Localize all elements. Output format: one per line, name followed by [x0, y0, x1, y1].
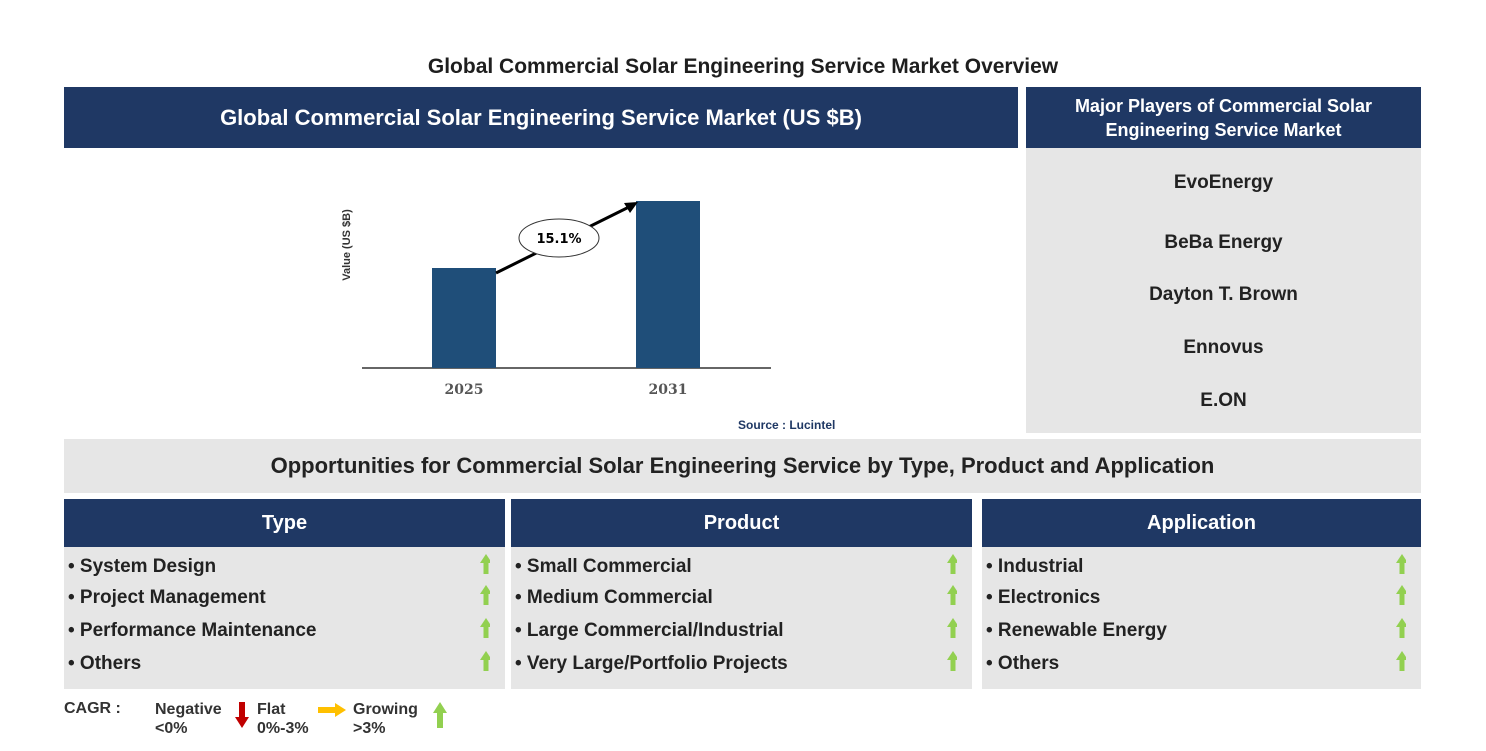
arrow-down-red-icon: [235, 702, 249, 728]
source-label: Source : Lucintel: [738, 418, 836, 432]
legend-negative-label: Negative: [155, 701, 222, 718]
segment-item: • Medium Commercial: [515, 587, 713, 608]
segment-item: • Project Management: [68, 587, 266, 608]
arrow-up-green-icon: [1396, 585, 1406, 605]
segment-item: • Others: [68, 653, 142, 674]
segment-item: • Small Commercial: [515, 556, 692, 577]
column-header-0: Type: [64, 499, 505, 547]
legend-negative: Negative <0%: [155, 700, 222, 738]
x-tick-label: 2025: [445, 382, 484, 398]
arrow-up-green-icon: [433, 702, 447, 728]
segment-item: • System Design: [68, 556, 217, 577]
player-item: E.ON: [1200, 390, 1247, 411]
arrow-up-green-icon: [480, 651, 490, 671]
player-item: BeBa Energy: [1164, 232, 1283, 253]
cagr-arrowhead: [624, 202, 638, 213]
y-axis-label: Value (US $B): [341, 209, 353, 281]
column-panel: [64, 547, 505, 689]
arrow-up-green-icon: [947, 554, 957, 574]
legend-flat-range: 0%-3%: [257, 720, 309, 737]
arrow-up-green-icon: [947, 651, 957, 671]
player-item: EvoEnergy: [1173, 172, 1274, 193]
legend-negative-range: <0%: [155, 720, 188, 737]
column-header-1: Product: [511, 499, 972, 547]
arrow-up-green-icon: [947, 618, 957, 638]
segment-item: • Others: [986, 653, 1060, 674]
arrow-up-green-icon: [947, 585, 957, 605]
arrow-up-green-icon: [1396, 651, 1406, 671]
legend-growing-range: >3%: [353, 720, 386, 737]
cagr-label: 15.1%: [536, 232, 581, 247]
cagr-legend-label: CAGR :: [64, 700, 121, 717]
column-panel: [511, 547, 972, 689]
segment-item: • Electronics: [986, 587, 1101, 608]
legend-growing-label: Growing: [353, 701, 418, 718]
opportunities-header: Opportunities for Commercial Solar Engin…: [64, 439, 1421, 493]
legend-growing: Growing >3%: [353, 700, 418, 738]
page-title: Global Commercial Solar Engineering Serv…: [427, 55, 1059, 78]
legend-flat: Flat 0%-3%: [257, 700, 309, 738]
arrow-up-green-icon: [1396, 618, 1406, 638]
arrow-right-yellow-icon: [318, 703, 346, 717]
segment-item: • Large Commercial/Industrial: [515, 620, 784, 641]
bar-chart: Value (US $B) 2025 2031 15.1%: [341, 201, 771, 398]
bar-2025: [432, 268, 496, 368]
column-header-2: Application: [982, 499, 1421, 547]
arrow-up-green-icon: [480, 554, 490, 574]
legend-flat-label: Flat: [257, 701, 286, 718]
arrow-up-green-icon: [1396, 554, 1406, 574]
segment-item: • Very Large/Portfolio Projects: [515, 653, 788, 674]
x-tick-label: 2031: [649, 382, 688, 398]
segment-item: • Renewable Energy: [986, 620, 1167, 641]
arrow-up-green-icon: [480, 585, 490, 605]
chart-header: Global Commercial Solar Engineering Serv…: [64, 87, 1018, 148]
segment-item: • Performance Maintenance: [68, 620, 317, 641]
bar-2031: [636, 201, 700, 368]
column-panel: [982, 547, 1421, 689]
cagr-ellipse: [518, 218, 600, 258]
player-item: Dayton T. Brown: [1149, 284, 1298, 305]
arrow-up-green-icon: [480, 618, 490, 638]
player-item: Ennovus: [1183, 337, 1264, 358]
players-panel: [1026, 148, 1421, 433]
players-header: Major Players of Commercial Solar Engine…: [1026, 87, 1421, 148]
segment-item: • Industrial: [986, 556, 1084, 577]
